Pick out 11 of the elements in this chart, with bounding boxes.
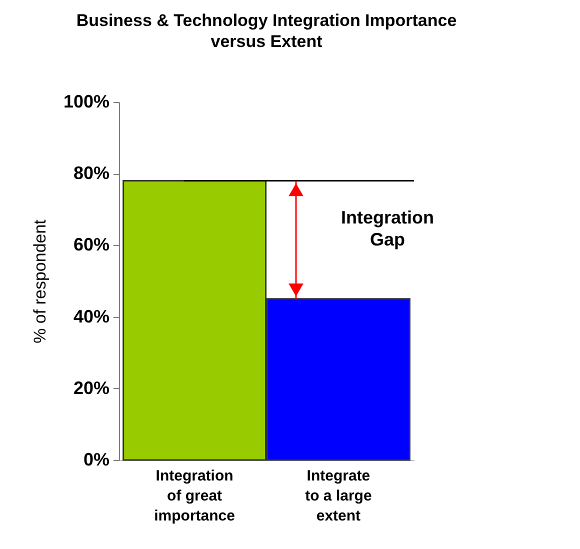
y-tick-label: 40% [73,306,110,326]
chart-title: Business & Technology Integration Importance versus Extent [76,11,457,51]
y-tick-label: 60% [73,234,110,255]
x-tick-label: Integration of great importance [154,468,235,524]
y-axis-title: % of respondent [30,219,50,344]
y-tick-label: 20% [73,378,110,398]
annotation: Integration Gap [340,207,434,250]
y-tick-label: 80% [73,163,110,184]
y-tick-label: 0% [83,450,110,470]
y-tick-label: 100% [63,92,110,112]
x-tick-label: Integrate to a large extent [305,468,372,524]
